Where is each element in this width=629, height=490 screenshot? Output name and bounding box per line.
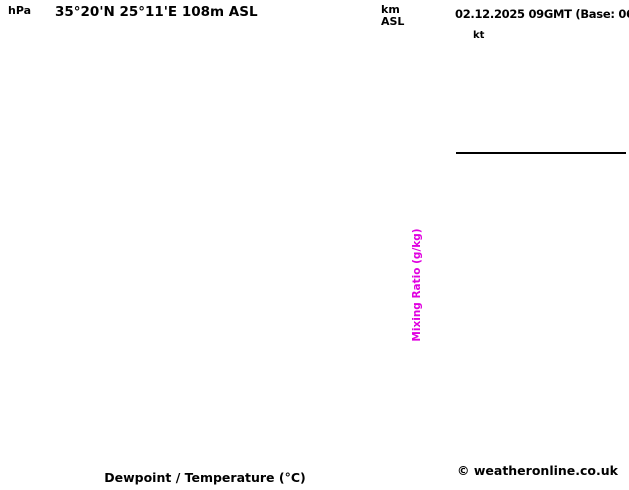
skewt-diagram: hPa 35°20'N 25°11'E 108m ASL km ASL Dewp… [8,3,423,485]
altitude-unit-asl-label: ASL [381,15,404,28]
altitude-unit-km-label: km [381,3,400,16]
x-axis-label: Dewpoint / Temperature (°C) [104,470,305,485]
hodograph-unit-label: kt [473,30,485,41]
station-title: 35°20'N 25°11'E 108m ASL [55,4,258,20]
mixing-ratio-axis-label: Mixing Ratio (g/kg) [411,228,423,341]
copyright: © weatheronline.co.uk [457,463,618,478]
run-datetime: 02.12.2025 09GMT (Base: 06) [455,7,629,21]
pressure-unit-label: hPa [8,4,31,17]
stats-table [456,152,626,154]
hodograph: kt [473,30,485,41]
info-panel: 02.12.2025 09GMT (Base: 06) kt © weather… [455,0,629,486]
